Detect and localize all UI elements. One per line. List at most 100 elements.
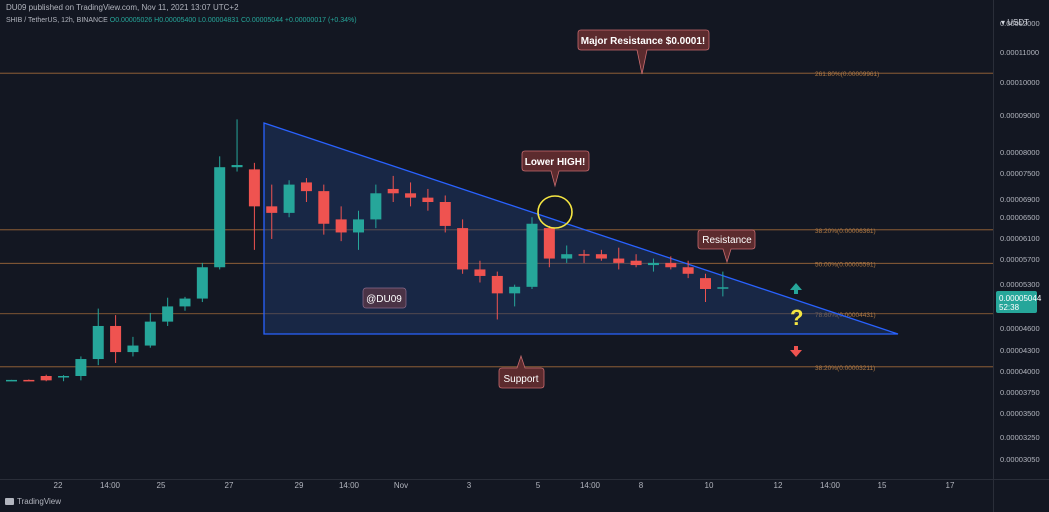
candle [300,178,312,202]
price-tick-label: 0.00003250 [1000,433,1040,442]
candle [630,254,642,268]
svg-text:@DU09: @DU09 [366,294,402,305]
candle [526,217,538,289]
callout-support: Support [498,354,545,389]
fib-label: 261.80%(0.00009961) [815,71,879,78]
svg-text:Major Resistance $0.0001!: Major Resistance $0.0001! [581,36,706,47]
svg-text:52:38: 52:38 [999,303,1020,312]
candle [578,249,590,263]
svg-text:Support: Support [503,374,538,385]
candle [266,184,278,239]
time-tick-label: 17 [946,481,955,490]
candle [23,379,35,382]
time-tick-label: 14:00 [820,481,841,490]
symbol-line: SHIB / TetherUS, 12h, BINANCE O0.0000502… [6,17,357,24]
price-unit-label: USDT [1007,18,1029,27]
price-tick-label: 0.00004000 [1000,367,1040,376]
time-tick-label: 25 [157,481,166,490]
price-tick-label: 0.00003050 [1000,455,1040,464]
descending-triangle [263,122,899,335]
candle [58,375,70,382]
time-tick-label: 10 [705,481,714,490]
symbol-name: SHIB / TetherUS, 12h, BINANCE [6,17,108,24]
price-tick-label: 0.00003500 [1000,409,1040,418]
fib-label: 50.00%(0.00005591) [815,261,876,268]
time-tick-label: 14:00 [339,481,360,490]
price-axis[interactable]: 0.00012000 0.00011000 0.00010000 0.00009000… [1000,19,1040,464]
candle [405,182,417,207]
candle [214,156,226,270]
candle [179,296,191,311]
candle [144,312,156,348]
candle [6,379,17,382]
price-tick-label: 0.00008000 [1000,148,1040,157]
fib-label: 38.20%(0.00003211) [815,365,875,372]
callout-resistance: Resistance [697,229,756,264]
up-arrow-icon [790,283,802,294]
candle [196,262,208,303]
price-tick-label: 0.00003750 [1000,388,1040,397]
brand-footer[interactable]: TradingView [5,497,61,506]
candle [162,297,174,326]
candle [647,258,659,272]
candle [491,271,503,320]
candle [700,273,711,303]
time-tick-label: 14:00 [100,481,121,490]
candle [318,184,330,235]
published-line: DU09 published on TradingView.com, Nov 1… [6,3,239,12]
chevron-down-icon: ▾ [1000,18,1005,27]
price-tick-label: 0.00007500 [1000,169,1040,178]
candle [92,308,104,366]
fib-levels: 261.80%(0.00009961) 38.20%(0.00006361) 50.… [0,71,993,372]
candle [110,315,122,363]
candle [509,284,521,307]
candles [6,119,729,382]
candle [387,175,399,202]
price-tick-label: 0.00010000 [1000,78,1040,87]
ohlc-values: O0.00005026 H0.00005400 L0.00004831 C0.0… [109,17,357,24]
candle [248,162,260,250]
price-tick-label: 0.00006100 [1000,234,1040,243]
time-tick-label: 22 [54,481,63,490]
time-tick-label: 8 [639,481,644,490]
price-tick-label: 0.00006500 [1000,213,1040,222]
time-tick-label: Nov [394,481,408,490]
candle [370,184,382,229]
candle [231,119,243,172]
price-tick-label: 0.00004300 [1000,346,1040,355]
candle [665,256,677,270]
price-tick-label: 0.00006900 [1000,195,1040,204]
time-tick-label: 12 [774,481,783,490]
callout-major-resistance: Major Resistance $0.0001! [577,29,710,75]
price-tick-label: 0.00011000 [1000,48,1039,57]
svg-text:Resistance: Resistance [702,235,752,246]
time-tick-label: 27 [225,481,234,490]
time-tick-label: 29 [295,481,304,490]
candle [613,247,625,270]
price-unit[interactable]: ▾ USDT [1001,18,1029,27]
fib-label: 78.60%(0.00004431) [815,312,876,319]
brand-label: TradingView [17,497,62,506]
watermark-du09: @DU09 [362,287,407,309]
price-tick-label: 0.00009000 [1000,111,1040,120]
price-tick-label: 0.00005300 [1000,280,1040,289]
candle [75,356,87,381]
svg-text:0.00005044: 0.00005044 [999,294,1042,303]
candle [335,206,347,242]
lower-high-circle [537,195,573,229]
candle [439,195,451,233]
down-arrow-icon [790,346,802,357]
time-axis[interactable]: 22 14:00 25 27 29 14:00 Nov 3 5 14:00 8 10 12 14:00 15… [54,481,955,490]
candle [422,188,434,211]
price-tick-label: 0.00005700 [1000,255,1040,264]
current-price-box: 0.00005044 52:38 [996,291,1042,313]
price-tick-label: 0.00012000 [1000,19,1040,28]
candle [561,245,573,263]
candle [353,210,364,250]
candle [283,180,295,218]
callout-lower-high: Lower HIGH! [521,150,590,188]
time-tick-label: 15 [878,481,887,490]
svg-text:Lower HIGH!: Lower HIGH! [525,157,586,168]
